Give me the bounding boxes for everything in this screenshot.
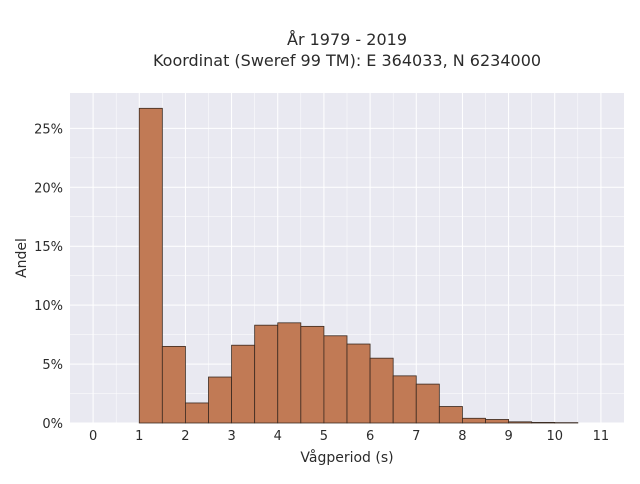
x-tick-label: 0 — [89, 429, 97, 444]
y-tick-label: 5% — [42, 358, 63, 373]
histogram-bar — [462, 418, 485, 423]
histogram-bar — [255, 325, 278, 423]
histogram-bar — [393, 376, 416, 423]
x-tick-label: 7 — [412, 429, 420, 444]
x-tick-label: 5 — [320, 429, 328, 444]
x-tick-label: 2 — [181, 429, 189, 444]
histogram-bar — [278, 323, 301, 423]
histogram-bar — [301, 326, 324, 423]
x-tick-label: 10 — [546, 429, 563, 444]
histogram-bar — [185, 403, 208, 423]
histogram-bar — [439, 407, 462, 424]
x-tick-label: 9 — [504, 429, 512, 444]
x-tick-label: 1 — [135, 429, 143, 444]
histogram-bar — [347, 344, 370, 423]
histogram-bar — [509, 422, 532, 423]
chart-title: År 1979 - 2019 — [287, 30, 407, 49]
x-tick-label: 11 — [593, 429, 610, 444]
chart-subtitle: Koordinat (Sweref 99 TM): E 364033, N 62… — [153, 51, 541, 70]
histogram-bar — [232, 345, 255, 423]
y-tick-label: 10% — [34, 299, 63, 314]
histogram-bar — [532, 422, 555, 423]
x-axis-ticks: 0 1 2 3 4 5 6 7 8 9 10 11 — [89, 429, 609, 444]
histogram-bar — [162, 346, 185, 423]
y-tick-label: 25% — [34, 122, 63, 137]
x-tick-label: 8 — [458, 429, 466, 444]
y-tick-label: 15% — [34, 240, 63, 255]
y-tick-label: 20% — [34, 181, 63, 196]
x-tick-label: 4 — [274, 429, 282, 444]
histogram-bar — [486, 419, 509, 423]
histogram-bar — [324, 336, 347, 423]
histogram-bar — [139, 108, 162, 423]
histogram-bar — [416, 384, 439, 423]
histogram-bar — [370, 358, 393, 423]
x-tick-label: 3 — [227, 429, 235, 444]
x-tick-label: 6 — [366, 429, 374, 444]
x-axis-label: Vågperiod (s) — [300, 449, 393, 466]
y-axis-label: Andel — [14, 238, 30, 278]
y-axis-ticks: 0% 5% 10% 15% 20% 25% — [34, 122, 63, 432]
histogram-bar — [209, 377, 232, 423]
y-tick-label: 0% — [42, 417, 63, 432]
